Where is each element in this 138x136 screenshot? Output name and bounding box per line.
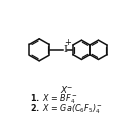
Text: $\mathbf{1.}$ X = BF$_4^-$: $\mathbf{1.}$ X = BF$_4^-$ <box>30 93 77 106</box>
Text: I: I <box>63 45 67 54</box>
Text: X$^{-}$: X$^{-}$ <box>60 84 73 95</box>
Text: +: + <box>64 38 71 47</box>
Text: $\mathbf{2.}$ X = Ga(C$_6$F$_5$)$_4^-$: $\mathbf{2.}$ X = Ga(C$_6$F$_5$)$_4^-$ <box>30 102 103 116</box>
